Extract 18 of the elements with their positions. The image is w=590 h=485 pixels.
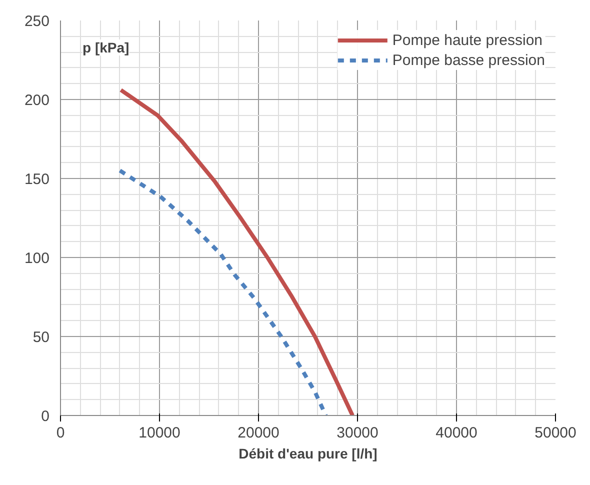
y-tick-label: 200 — [24, 92, 50, 109]
x-axis-title: Débit d'eau pure [l/h] — [238, 446, 378, 462]
x-tick-label: 30000 — [336, 424, 378, 442]
y-tick-label: 0 — [41, 408, 50, 425]
legend-label: Pompe basse pression — [392, 52, 545, 68]
line-series — [118, 168, 328, 416]
y-axis-title: p [kPa] — [82, 40, 130, 56]
x-tick-label: 40000 — [436, 424, 478, 442]
y-tick-label: 150 — [24, 171, 50, 188]
y-tick-label: 250 — [24, 13, 50, 30]
x-tick-label: 50000 — [534, 424, 576, 442]
y-tick-label: 50 — [32, 329, 50, 346]
line-series — [118, 88, 355, 416]
legend-label: Pompe haute pression — [392, 32, 543, 48]
x-tick-label: 20000 — [238, 424, 280, 442]
y-tick-label: 100 — [24, 250, 50, 267]
x-tick-label: 10000 — [138, 424, 180, 442]
x-tick-label: 0 — [56, 424, 65, 442]
